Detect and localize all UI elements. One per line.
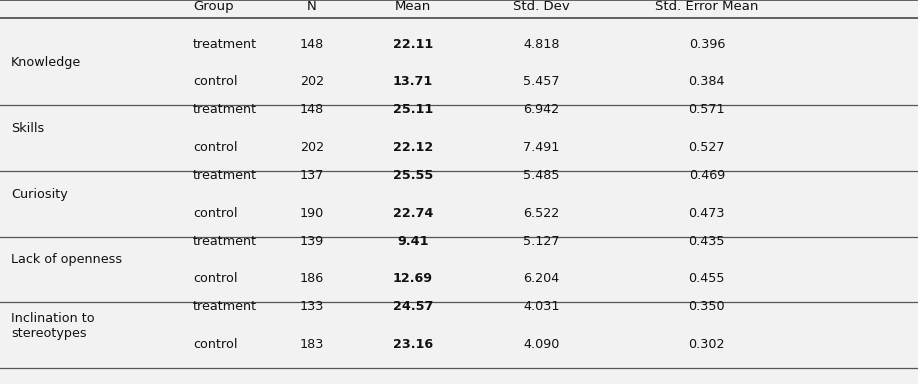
Text: 5.485: 5.485 (523, 169, 560, 182)
Text: Knowledge: Knowledge (11, 56, 82, 70)
Text: Std. Error Mean: Std. Error Mean (655, 0, 758, 13)
Text: 148: 148 (300, 103, 324, 116)
Text: 6.522: 6.522 (523, 207, 560, 220)
Text: 0.396: 0.396 (688, 38, 725, 51)
Text: control: control (193, 75, 237, 88)
Text: 202: 202 (300, 75, 324, 88)
Text: 5.457: 5.457 (523, 75, 560, 88)
Text: treatment: treatment (193, 235, 257, 248)
Text: 133: 133 (300, 300, 324, 313)
Text: Lack of openness: Lack of openness (11, 253, 122, 266)
Text: 0.302: 0.302 (688, 338, 725, 351)
Text: 13.71: 13.71 (393, 75, 433, 88)
Text: 4.090: 4.090 (523, 338, 560, 351)
Text: treatment: treatment (193, 38, 257, 51)
Text: Curiosity: Curiosity (11, 188, 68, 201)
Text: 183: 183 (300, 338, 324, 351)
Text: 22.12: 22.12 (393, 141, 433, 154)
Text: 22.11: 22.11 (393, 38, 433, 51)
Text: 0.350: 0.350 (688, 300, 725, 313)
Text: 12.69: 12.69 (393, 272, 433, 285)
Text: Group: Group (193, 0, 233, 13)
Text: 0.527: 0.527 (688, 141, 725, 154)
Text: control: control (193, 338, 237, 351)
Text: 0.384: 0.384 (688, 75, 725, 88)
Text: 25.11: 25.11 (393, 103, 433, 116)
Text: 148: 148 (300, 38, 324, 51)
Text: 4.818: 4.818 (523, 38, 560, 51)
Text: 6.204: 6.204 (523, 272, 560, 285)
Text: Skills: Skills (11, 122, 44, 135)
Text: 186: 186 (300, 272, 324, 285)
Text: 24.57: 24.57 (393, 300, 433, 313)
Text: 22.74: 22.74 (393, 207, 433, 220)
Text: 139: 139 (300, 235, 324, 248)
Text: 6.942: 6.942 (523, 103, 560, 116)
Text: 7.491: 7.491 (523, 141, 560, 154)
Text: Inclination to
stereotypes: Inclination to stereotypes (11, 312, 95, 339)
Text: treatment: treatment (193, 103, 257, 116)
Text: 25.55: 25.55 (393, 169, 433, 182)
Text: 23.16: 23.16 (393, 338, 433, 351)
Text: control: control (193, 141, 237, 154)
Text: 4.031: 4.031 (523, 300, 560, 313)
Text: Mean: Mean (395, 0, 431, 13)
Text: 9.41: 9.41 (397, 235, 429, 248)
Text: 0.435: 0.435 (688, 235, 725, 248)
Text: N: N (308, 0, 317, 13)
Text: 0.571: 0.571 (688, 103, 725, 116)
Text: Std. Dev: Std. Dev (513, 0, 570, 13)
Text: treatment: treatment (193, 300, 257, 313)
Text: 0.469: 0.469 (688, 169, 725, 182)
Text: 190: 190 (300, 207, 324, 220)
Text: 137: 137 (300, 169, 324, 182)
Text: control: control (193, 272, 237, 285)
Text: treatment: treatment (193, 169, 257, 182)
Text: control: control (193, 207, 237, 220)
Text: 0.455: 0.455 (688, 272, 725, 285)
Text: 202: 202 (300, 141, 324, 154)
Text: 0.473: 0.473 (688, 207, 725, 220)
Text: 5.127: 5.127 (523, 235, 560, 248)
